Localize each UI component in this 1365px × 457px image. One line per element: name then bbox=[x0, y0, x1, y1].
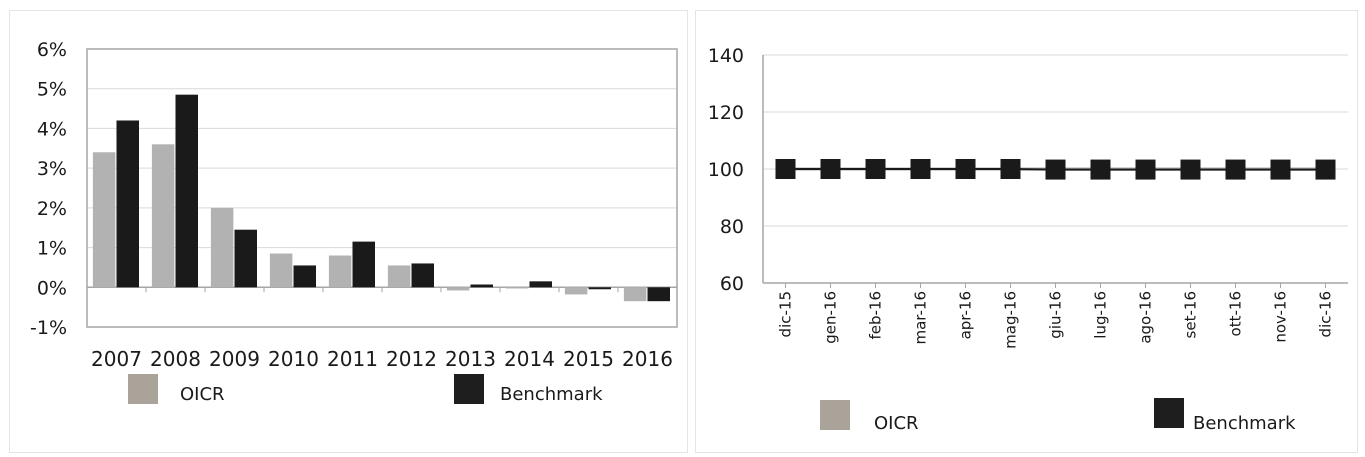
y-tick-label: 4% bbox=[37, 118, 67, 140]
x-tick-label: 2016 bbox=[622, 347, 673, 371]
bar-benchmark bbox=[529, 281, 552, 288]
x-tick-label: set-16 bbox=[1182, 291, 1200, 338]
marker-benchmark bbox=[820, 159, 841, 179]
marker-benchmark bbox=[1315, 159, 1336, 180]
bar-oicr bbox=[387, 265, 411, 288]
legend-label-benchmark: Benchmark bbox=[1193, 413, 1296, 434]
legend-swatch-oicr bbox=[820, 400, 850, 430]
y-tick-label: 0% bbox=[37, 277, 67, 299]
x-tick-label: ott-16 bbox=[1227, 291, 1245, 336]
line-chart-series bbox=[775, 159, 1336, 180]
x-tick-label: dic-16 bbox=[1317, 291, 1335, 337]
legend-swatch-benchmark bbox=[1154, 398, 1184, 428]
marker-benchmark bbox=[1045, 159, 1066, 180]
bar-chart-x-axis: 2007 2008 2009 2010 2011 2012 2013 2014 2015 2016 bbox=[91, 347, 673, 371]
x-tick-label: mag-16 bbox=[1002, 291, 1020, 349]
marker-benchmark bbox=[1090, 159, 1111, 180]
bar-chart-bars bbox=[92, 94, 670, 302]
bar-oicr bbox=[92, 152, 116, 288]
x-tick-label: 2011 bbox=[327, 347, 378, 371]
marker-benchmark bbox=[865, 159, 886, 179]
marker-benchmark bbox=[775, 159, 796, 179]
bar-oicr bbox=[328, 255, 352, 288]
index-performance-chart-panel: 140 120 100 80 60 dic-15 gen-16 feb-16 mar-16 ap… bbox=[695, 10, 1358, 453]
annual-returns-bar-chart: 6%5%4%3%2%1%0%-1% 2007 2008 2009 2010 2011 20… bbox=[30, 39, 678, 405]
x-tick-label: 2014 bbox=[504, 347, 555, 371]
y-tick-label: 80 bbox=[720, 216, 744, 238]
y-tick-label: 5% bbox=[37, 79, 67, 101]
bar-benchmark bbox=[470, 284, 493, 288]
bar-oicr bbox=[446, 287, 470, 291]
x-tick-label: 2010 bbox=[268, 347, 319, 371]
marker-benchmark bbox=[1270, 159, 1291, 180]
bar-benchmark bbox=[588, 287, 611, 290]
marker-benchmark bbox=[1000, 159, 1021, 179]
bar-oicr bbox=[505, 287, 529, 289]
bar-oicr bbox=[269, 253, 293, 288]
bar-benchmark bbox=[352, 241, 375, 288]
bar-benchmark bbox=[293, 265, 316, 288]
y-tick-label: 60 bbox=[720, 273, 744, 295]
y-tick-label: 1% bbox=[37, 238, 67, 260]
legend-swatch-benchmark bbox=[454, 374, 484, 404]
y-tick-label: -1% bbox=[30, 317, 67, 339]
legend-label-oicr: OICR bbox=[180, 384, 225, 405]
x-tick-label: 2007 bbox=[91, 347, 142, 371]
bar-benchmark bbox=[116, 120, 139, 288]
marker-benchmark bbox=[1180, 159, 1201, 180]
x-tick-label: mar-16 bbox=[912, 291, 930, 345]
bar-oicr bbox=[564, 287, 588, 295]
x-tick-label: nov-16 bbox=[1272, 291, 1290, 343]
bar-benchmark bbox=[175, 94, 198, 288]
annual-returns-chart-panel: 6% 5% 4% 3% 2% 1% 0% -1% 2007 2008 2009 2010 2011 20… bbox=[9, 10, 688, 453]
x-tick-label: ago-16 bbox=[1137, 291, 1155, 344]
x-tick-label: feb-16 bbox=[867, 291, 885, 340]
bar-oicr bbox=[151, 144, 175, 288]
line-chart-legend: OICR Benchmark bbox=[820, 398, 1296, 434]
line-chart-x-axis: dic-15 gen-16 feb-16 mar-16 apr-16 mag-16 giu-… bbox=[777, 291, 1335, 349]
x-tick-label: giu-16 bbox=[1047, 291, 1065, 339]
marker-benchmark bbox=[1135, 159, 1156, 180]
legend-label-benchmark: Benchmark bbox=[500, 384, 603, 405]
y-tick-label: 100 bbox=[708, 159, 744, 181]
y-tick-label: 120 bbox=[708, 102, 744, 124]
bar-benchmark bbox=[647, 287, 670, 302]
legend-label-oicr: OICR bbox=[874, 413, 919, 434]
bar-chart-y-axis: 6% 5% 4% 3% 2% 1% 0% -1% bbox=[30, 39, 67, 339]
y-tick-label: 3% bbox=[37, 158, 67, 180]
bar-benchmark bbox=[411, 263, 434, 288]
marker-benchmark bbox=[1225, 159, 1246, 180]
marker-benchmark bbox=[955, 159, 976, 179]
index-performance-line-chart: 140 120 100 80 60 dic-15 gen-16 feb-16 mar-16 ap… bbox=[708, 45, 1348, 434]
x-tick-label: 2013 bbox=[445, 347, 496, 371]
bar-oicr bbox=[623, 287, 647, 302]
y-tick-label: 6% bbox=[37, 39, 67, 61]
y-tick-label: 2% bbox=[37, 198, 67, 220]
line-chart-y-axis: 140 120 100 80 60 bbox=[708, 45, 744, 295]
bar-benchmark bbox=[234, 229, 257, 288]
x-tick-label: 2012 bbox=[386, 347, 437, 371]
x-tick-label: dic-15 bbox=[777, 291, 795, 337]
x-tick-label: 2008 bbox=[150, 347, 201, 371]
bar-chart-legend: OICR Benchmark bbox=[128, 374, 603, 405]
legend-swatch-oicr bbox=[128, 374, 158, 404]
x-tick-label: apr-16 bbox=[957, 291, 975, 339]
plot-frame bbox=[86, 48, 678, 328]
marker-benchmark bbox=[910, 159, 931, 179]
x-tick-label: 2009 bbox=[209, 347, 260, 371]
x-tick-label: lug-16 bbox=[1092, 291, 1110, 339]
bar-oicr bbox=[210, 207, 234, 288]
x-tick-label: 2015 bbox=[563, 347, 614, 371]
y-tick-label: 140 bbox=[708, 45, 744, 67]
x-tick-label: gen-16 bbox=[822, 291, 840, 344]
